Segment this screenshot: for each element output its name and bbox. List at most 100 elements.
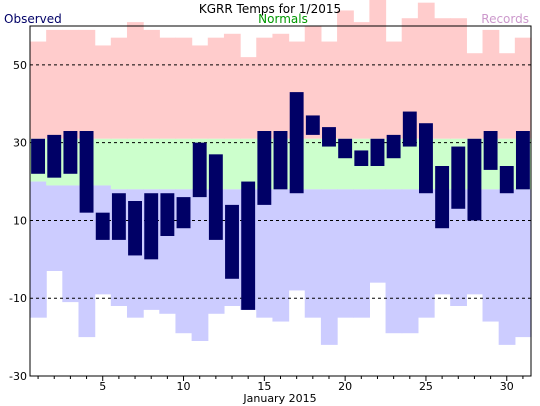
y-tick-label: 30 — [13, 137, 27, 150]
x-tick-label: 25 — [419, 380, 433, 393]
record-low-band — [46, 185, 63, 271]
observed-bar — [225, 204, 239, 279]
record-high-band — [417, 2, 435, 139]
observed-bar — [451, 146, 466, 209]
record-high-band — [353, 22, 370, 139]
record-high-band — [466, 53, 484, 139]
record-low-band — [385, 189, 403, 334]
record-high-band — [94, 45, 112, 139]
normal-band — [401, 138, 419, 190]
normal-band — [143, 138, 160, 190]
record-low-band — [256, 189, 274, 318]
x-tick-label: 10 — [177, 380, 191, 393]
record-high-band — [256, 37, 274, 139]
record-high-band — [223, 33, 241, 139]
x-axis-label: January 2015 — [242, 392, 316, 405]
record-low-band — [78, 185, 96, 338]
observed-bars — [31, 92, 530, 310]
observed-bar — [241, 181, 256, 310]
observed-bar — [289, 92, 304, 194]
observed-bar — [128, 201, 142, 256]
observed-bar — [79, 131, 94, 213]
record-high-band — [78, 29, 96, 139]
observed-bar — [31, 138, 46, 174]
chart-title: KGRR Temps for 1/2015 — [199, 2, 341, 16]
record-high-band — [207, 37, 225, 139]
observed-bar — [338, 138, 353, 159]
record-high-band — [369, 0, 387, 139]
record-high-band — [62, 29, 80, 139]
x-tick-label: 30 — [500, 380, 514, 393]
x-axis: 5 10 15 20 25 30 — [37, 376, 524, 393]
record-low-band — [272, 189, 290, 322]
y-axis: -30 -10 10 30 50 — [9, 59, 27, 383]
record-high-band — [30, 41, 47, 139]
observed-bar — [435, 166, 450, 229]
normal-band — [159, 138, 177, 190]
record-low-band — [498, 189, 516, 345]
record-high-band — [304, 26, 322, 139]
normal-band — [240, 138, 257, 190]
x-tick-label: 20 — [338, 380, 352, 393]
normal-band — [175, 138, 193, 190]
y-tick-label: -10 — [9, 292, 27, 305]
legend-records: Records — [481, 12, 529, 26]
record-low-band — [353, 189, 370, 318]
record-high-band — [272, 33, 290, 139]
legend-observed: Observed — [4, 12, 62, 26]
observed-bar — [47, 134, 62, 178]
record-high-band — [126, 22, 144, 139]
x-tick-label: 15 — [257, 380, 271, 393]
observed-bar — [111, 193, 126, 240]
record-low-band — [288, 189, 306, 291]
record-low-band — [450, 189, 467, 306]
normal-band — [304, 138, 322, 190]
observed-bar — [322, 127, 336, 147]
observed-bar — [354, 150, 369, 166]
record-high-band — [401, 18, 419, 139]
observed-bar — [483, 131, 498, 170]
y-tick-label: 10 — [13, 214, 27, 227]
observed-bar — [95, 212, 110, 240]
observed-bar — [192, 142, 207, 198]
y-tick-label: -30 — [9, 370, 27, 383]
observed-bar — [63, 131, 78, 174]
normal-band — [94, 138, 112, 186]
observed-bar — [370, 138, 385, 166]
record-high-band — [498, 53, 516, 139]
record-high-band — [514, 37, 532, 139]
observed-bar — [402, 111, 417, 147]
record-high-band — [320, 41, 338, 139]
record-high-band — [434, 18, 451, 139]
record-low-band — [482, 189, 500, 322]
record-high-band — [385, 41, 403, 139]
normal-band — [320, 138, 338, 190]
record-low-band — [514, 189, 532, 338]
observed-bar — [273, 131, 288, 190]
record-high-band — [482, 29, 500, 139]
record-high-band — [46, 29, 63, 139]
observed-bar — [386, 134, 401, 159]
record-low-band — [369, 189, 387, 283]
record-low-band — [62, 185, 80, 303]
observed-bar — [515, 131, 530, 190]
observed-bar — [160, 193, 175, 236]
observed-bar — [257, 131, 272, 205]
observed-bar — [208, 154, 223, 240]
record-high-band — [191, 45, 209, 139]
record-low-band — [320, 189, 338, 345]
y-tick-label: 50 — [13, 59, 27, 72]
record-low-band — [417, 189, 435, 318]
observed-bar — [305, 115, 320, 135]
record-high-band — [337, 10, 354, 139]
record-high-band — [159, 37, 177, 139]
observed-bar — [467, 138, 482, 221]
record-low-band — [191, 189, 209, 341]
observed-bar — [499, 166, 514, 194]
record-low-band — [304, 189, 322, 318]
record-high-band — [175, 37, 193, 139]
record-high-band — [450, 18, 467, 139]
record-low-band — [337, 189, 354, 318]
record-high-band — [143, 29, 160, 139]
record-high-band — [240, 57, 257, 139]
